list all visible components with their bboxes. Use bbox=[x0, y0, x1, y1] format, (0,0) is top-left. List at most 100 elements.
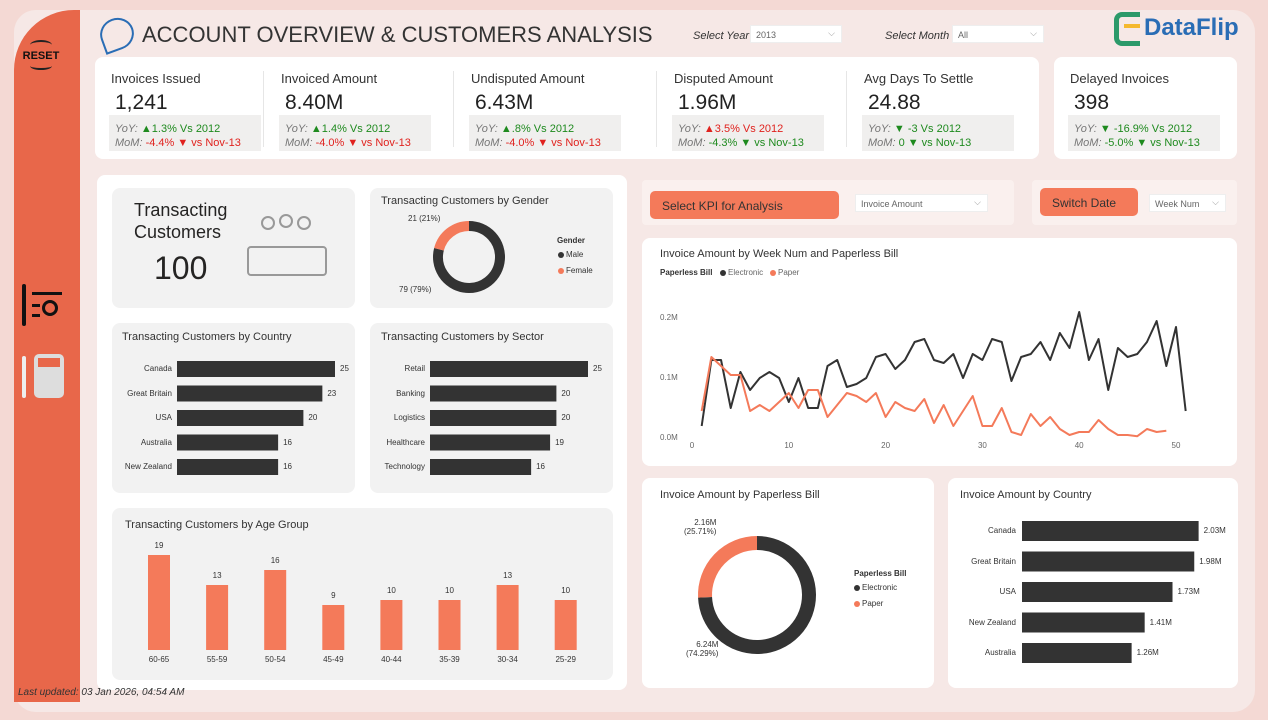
bar-category: 50-54 bbox=[264, 655, 286, 664]
divider bbox=[263, 71, 264, 147]
last-updated: Last updated: 03 Jan 2026, 04:54 AM bbox=[18, 687, 185, 698]
legend-marker bbox=[558, 268, 564, 274]
bar-category: 60-65 bbox=[148, 655, 170, 664]
mom-label: MoM: bbox=[1074, 137, 1102, 149]
bar-value: 19 bbox=[555, 437, 564, 447]
donut-label: 21 (21%) bbox=[408, 214, 441, 223]
bar-value: 16 bbox=[283, 462, 293, 471]
mom-label: MoM: bbox=[678, 137, 706, 149]
yoy-label: YoY: bbox=[1074, 123, 1097, 135]
bar-category: New Zealand bbox=[968, 617, 1016, 627]
mom-label: MoM: bbox=[475, 137, 503, 149]
bar-value: 1.73M bbox=[1177, 587, 1200, 596]
kpi-card: Delayed Invoices 398 YoY: ▼ -16.9% Vs 2012… bbox=[1054, 57, 1234, 159]
chart-title: Transacting Customers by Gender bbox=[381, 195, 549, 207]
bar-category: Great Britain bbox=[971, 556, 1016, 566]
yoy-value: ▼ -3 Vs 2012 bbox=[893, 123, 962, 135]
bar-value: 1.26M bbox=[1136, 648, 1159, 657]
gender-card bbox=[370, 188, 613, 308]
bar-value: 13 bbox=[212, 571, 222, 580]
legend-marker bbox=[558, 252, 564, 258]
month-label: Select Month bbox=[885, 30, 950, 42]
calculator-icon[interactable] bbox=[22, 354, 68, 400]
age-group-card bbox=[112, 508, 613, 680]
report-search-icon[interactable] bbox=[22, 282, 68, 328]
divider bbox=[453, 71, 454, 147]
bar-category: New Zealand bbox=[124, 462, 172, 471]
mom-value: -4.0% ▼ vs Nov-13 bbox=[505, 137, 601, 149]
bar-category: Healthcare bbox=[386, 437, 425, 447]
year-label: Select Year bbox=[693, 30, 750, 42]
kpi-value: 6.43M bbox=[475, 91, 534, 114]
kpi-dropdown[interactable]: Invoice Amount ⌵ bbox=[855, 194, 988, 212]
bar-value: 19 bbox=[154, 541, 164, 550]
kpi-card: Undisputed Amount 6.43M YoY: ▲.8% Vs 2012 M… bbox=[453, 57, 635, 159]
chart-title: Invoice Amount by Country bbox=[960, 489, 1092, 501]
legend-item: Paper bbox=[778, 268, 800, 277]
bar-category: Canada bbox=[143, 364, 172, 373]
select-kpi-button[interactable]: Select KPI for Analysis bbox=[650, 191, 839, 219]
bar-category: Logistics bbox=[393, 413, 425, 422]
bar-value: 1.98M bbox=[1199, 556, 1222, 566]
reset-icon bbox=[30, 40, 52, 50]
bar bbox=[1022, 643, 1132, 663]
chart-title: Invoice Amount by Paperless Bill bbox=[660, 489, 820, 501]
bar-value: 10 bbox=[445, 586, 454, 595]
mom-label: MoM: bbox=[868, 137, 896, 149]
kpi-card: Invoices Issued 1,241 YoY: ▲1.3% Vs 2012 Mo… bbox=[95, 57, 275, 159]
chart-title: Transacting Customers by Age Group bbox=[125, 519, 309, 531]
legend-marker bbox=[720, 270, 726, 276]
chart-title: Transacting Customers by Sector bbox=[381, 331, 544, 343]
bar bbox=[430, 459, 532, 475]
bar bbox=[430, 361, 588, 377]
divider bbox=[656, 71, 657, 147]
bar-category: Australia bbox=[140, 437, 172, 447]
y-tick: 0.2M bbox=[660, 313, 678, 322]
bar-category: Banking bbox=[396, 388, 425, 398]
year-dropdown[interactable]: 2013 ⌵ bbox=[750, 25, 842, 43]
date-dropdown[interactable]: Week Num ⌵ bbox=[1149, 194, 1226, 212]
kpi-title: Undisputed Amount bbox=[471, 71, 585, 86]
yoy-label: YoY: bbox=[475, 123, 498, 135]
mom-label: MoM: bbox=[115, 137, 143, 149]
bar bbox=[380, 600, 403, 650]
x-tick: 10 bbox=[784, 441, 794, 450]
yoy-label: YoY: bbox=[115, 123, 138, 135]
bar-value: 16 bbox=[536, 462, 546, 471]
x-tick: 40 bbox=[1074, 441, 1084, 450]
bar-category: 45-49 bbox=[323, 655, 344, 664]
page-title: ACCOUNT OVERVIEW & CUSTOMERS ANALYSIS bbox=[142, 22, 653, 47]
kpi-comparison: YoY: ▲1.4% Vs 2012 MoM: -4.0% ▼ vs Nov-13 bbox=[279, 115, 431, 151]
bar bbox=[1022, 521, 1199, 541]
y-tick: 0.1M bbox=[660, 373, 678, 382]
bar-value: 20 bbox=[561, 388, 571, 398]
bar-value: 20 bbox=[561, 413, 571, 422]
x-tick: 30 bbox=[977, 441, 987, 450]
mom-value: -4.0% ▼ vs Nov-13 bbox=[315, 137, 411, 149]
month-dropdown[interactable]: All ⌵ bbox=[952, 25, 1044, 43]
paperless-donut-card bbox=[642, 478, 934, 688]
legend-marker bbox=[854, 601, 860, 607]
reset-button[interactable]: RESET bbox=[20, 40, 62, 70]
bar-value: 10 bbox=[386, 586, 396, 595]
bar bbox=[177, 434, 279, 451]
bar-category: 25-29 bbox=[555, 655, 576, 664]
legend-item: Electronic bbox=[728, 268, 764, 277]
switch-date-button[interactable]: Switch Date bbox=[1040, 188, 1138, 216]
kpi-comparison: YoY: ▲3.5% Vs 2012 MoM: -4.3% ▼ vs Nov-13 bbox=[672, 115, 824, 151]
kpi-value: 8.40M bbox=[285, 91, 344, 114]
mom-label: MoM: bbox=[285, 137, 313, 149]
kpi-card: Disputed Amount 1.96M YoY: ▲3.5% Vs 2012 Mo… bbox=[656, 57, 838, 159]
yoy-label: YoY: bbox=[678, 123, 701, 135]
kpi-comparison: YoY: ▼ -16.9% Vs 2012 MoM: -5.0% ▼ vs Nov… bbox=[1068, 115, 1220, 151]
bar-category: Great Britain bbox=[127, 388, 172, 398]
legend-item: Female bbox=[566, 266, 593, 275]
bar bbox=[554, 600, 577, 650]
donut-slice-male bbox=[433, 221, 505, 293]
bar-value: 2.03M bbox=[1203, 526, 1226, 535]
bar bbox=[430, 434, 551, 451]
bar-value: 25 bbox=[340, 364, 349, 373]
chevron-down-icon: ⌵ bbox=[974, 197, 981, 207]
bar-category: Technology bbox=[384, 462, 425, 471]
